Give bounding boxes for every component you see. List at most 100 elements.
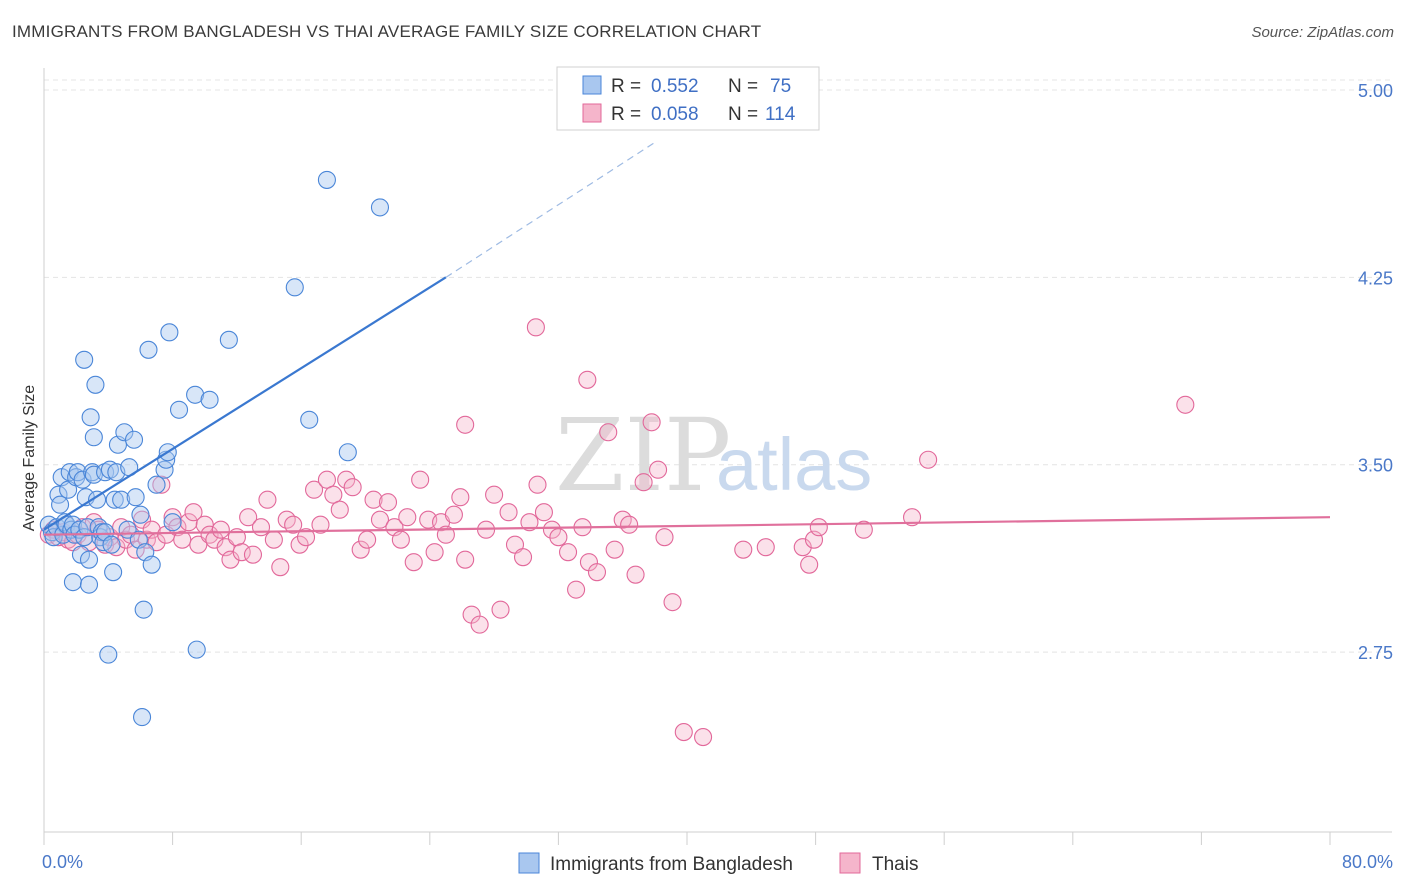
bangladesh-point-20 <box>73 470 92 489</box>
thais-point-31 <box>200 525 219 544</box>
bangladesh-point-64 <box>163 513 182 532</box>
thais-point-84 <box>549 528 568 547</box>
legend-n-label-1: N = <box>728 76 758 97</box>
legend-swatch-pink <box>582 103 602 123</box>
watermark-atlas: atlas <box>716 423 872 506</box>
bangladesh-point-22 <box>75 350 94 369</box>
thais-point-54 <box>343 478 362 497</box>
thais-point-75 <box>485 485 504 504</box>
bangladesh-point-51 <box>126 488 145 507</box>
trend-line-bangladesh <box>43 276 447 531</box>
thais-point-61 <box>391 530 410 549</box>
thais-point-24 <box>163 508 182 527</box>
series-thais-points <box>39 318 1195 747</box>
thais-point-110 <box>919 450 938 469</box>
bangladesh-point-46 <box>112 490 131 509</box>
legend-r-label-2: R = <box>611 104 641 125</box>
bangladesh-point-47 <box>115 423 134 442</box>
thais-point-33 <box>211 520 230 539</box>
bangladesh-point-30 <box>84 465 103 484</box>
thais-point-68 <box>436 525 455 544</box>
thais-point-86 <box>567 580 586 599</box>
thais-point-59 <box>378 493 398 512</box>
legend-swatch-blue <box>582 75 602 95</box>
thais-point-95 <box>634 473 653 492</box>
thais-point-81 <box>528 475 547 494</box>
thais-point-29 <box>189 535 208 554</box>
watermark: ZIP atlas <box>555 397 872 514</box>
legend-r-value-2: 0.058 <box>651 104 699 125</box>
bangladesh-point-50 <box>124 430 144 449</box>
thais-point-82 <box>534 503 553 522</box>
thais-point-41 <box>258 490 277 509</box>
thais-point-90 <box>599 423 618 442</box>
bangladesh-point-5 <box>51 495 70 514</box>
thais-point-73 <box>470 615 489 634</box>
bangladesh-point-71 <box>300 410 319 429</box>
thais-point-112 <box>456 415 475 434</box>
grid-lines <box>44 79 1392 653</box>
thais-point-58 <box>370 510 390 529</box>
thais-point-50 <box>317 470 336 489</box>
thais-point-53 <box>337 470 356 489</box>
thais-point-89 <box>587 563 607 582</box>
thais-point-102 <box>734 540 753 559</box>
thais-point-39 <box>243 545 263 564</box>
thais-point-26 <box>173 530 192 549</box>
bangladesh-point-63 <box>160 323 179 342</box>
bangladesh-point-41 <box>102 535 121 554</box>
bangladesh-point-74 <box>370 198 390 217</box>
bangladesh-point-53 <box>131 505 150 524</box>
thais-point-71 <box>456 550 475 569</box>
bottom-legend-label-bangladesh: Immigrants from Bangladesh <box>550 854 793 875</box>
thais-point-42 <box>264 530 283 549</box>
bangladesh-point-69 <box>219 330 238 349</box>
watermark-zip: ZIP <box>555 397 731 514</box>
bangladesh-point-70 <box>285 278 304 297</box>
bangladesh-point-73 <box>317 170 336 189</box>
thais-point-108 <box>854 520 873 539</box>
thais-point-105 <box>800 555 819 574</box>
x-tick-label-0: 0.0% <box>42 852 83 872</box>
bangladesh-point-67 <box>187 640 206 659</box>
y-tick-labels: 5.00 4.25 3.50 2.75 <box>1358 81 1393 663</box>
thais-point-62 <box>398 508 417 527</box>
thais-point-48 <box>305 480 324 499</box>
thais-point-64 <box>411 470 430 489</box>
bangladesh-point-39 <box>99 645 118 664</box>
thais-point-76 <box>491 600 510 619</box>
thais-point-49 <box>311 515 330 534</box>
bangladesh-point-57 <box>139 340 158 359</box>
y-tick-label-2: 3.50 <box>1358 456 1393 476</box>
y-tick-label-1: 4.25 <box>1358 268 1393 288</box>
legend-n-label-2: N = <box>728 104 758 125</box>
legend-n-value-2: 114 <box>765 104 796 125</box>
thais-point-51 <box>324 485 343 504</box>
thais-point-70 <box>451 488 470 507</box>
bangladesh-point-66 <box>186 385 205 404</box>
thais-point-109 <box>902 508 922 527</box>
chart-title: IMMIGRANTS FROM BANGLADESH VS THAI AVERA… <box>12 22 762 41</box>
thais-point-46 <box>290 535 309 554</box>
thais-point-85 <box>558 543 578 562</box>
thais-point-91 <box>605 540 624 559</box>
top-legend: R = 0.552 N = 75 R = 0.058 N = 114 <box>556 66 820 131</box>
bangladesh-point-25 <box>79 550 99 569</box>
legend-r-value-1: 0.552 <box>651 76 699 97</box>
bangladesh-point-58 <box>142 555 161 574</box>
thais-point-52 <box>330 500 349 519</box>
series-bangladesh-points <box>39 170 390 727</box>
thais-point-83 <box>542 520 562 539</box>
thais-point-57 <box>364 490 383 509</box>
bangladesh-point-55 <box>134 600 153 619</box>
thais-point-97 <box>649 460 668 479</box>
trend-lines <box>43 141 1331 536</box>
thais-point-79 <box>513 548 533 567</box>
bangladesh-point-27 <box>81 408 100 427</box>
bangladesh-point-72 <box>338 443 357 462</box>
thais-point-80 <box>520 513 539 532</box>
legend-n-value-1: 75 <box>770 76 791 97</box>
bangladesh-point-54 <box>133 708 152 727</box>
thais-point-94 <box>626 565 645 584</box>
thais-point-66 <box>425 543 444 562</box>
